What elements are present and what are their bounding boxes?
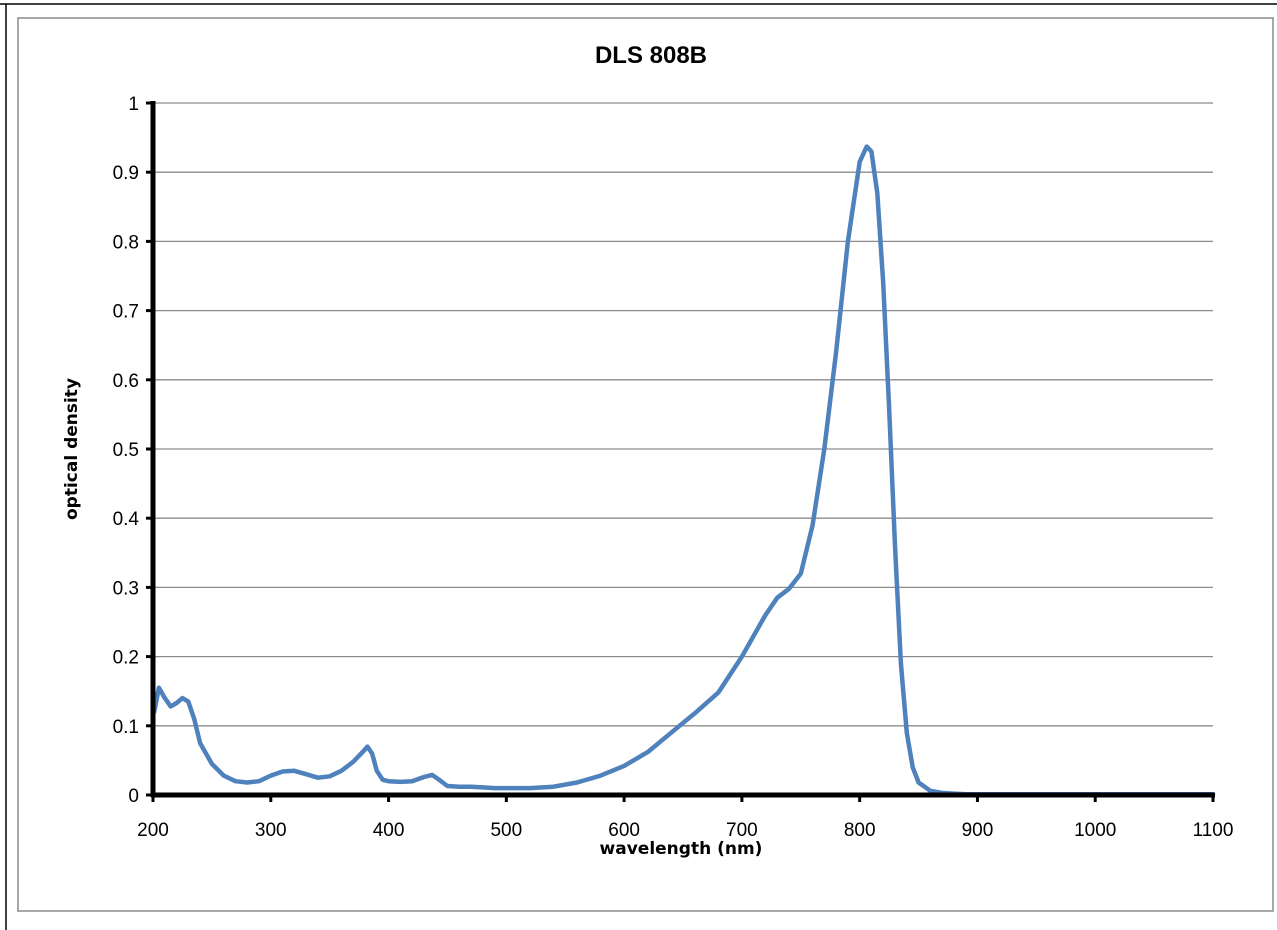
axes [146, 101, 1215, 802]
x-axis-label: wavelength (nm) [600, 839, 763, 859]
x-tick-label: 500 [490, 820, 522, 841]
x-tick-label: 800 [844, 820, 876, 841]
y-tick-label: 0.8 [113, 232, 139, 253]
x-tick-label: 400 [373, 820, 405, 841]
x-tick-label: 900 [962, 820, 994, 841]
y-tick-label: 0.4 [113, 509, 140, 530]
y-tick-label: 0.2 [113, 648, 139, 669]
y-tick-label: 0 [128, 786, 139, 807]
y-tick-label: 0.1 [113, 717, 139, 738]
x-tick-label: 200 [137, 820, 169, 841]
y-tick-label: 1 [128, 94, 139, 115]
x-tick-label: 300 [255, 820, 287, 841]
x-tick-label: 1000 [1074, 820, 1116, 841]
y-tick-label: 0.3 [113, 578, 139, 599]
x-tick-label: 1100 [1193, 820, 1234, 841]
series-line [151, 144, 1216, 797]
y-tick-label: 0.5 [113, 440, 139, 461]
chart-title: DLS 808B [595, 42, 707, 69]
y-tick-labels: 0 0.1 0.2 0.3 0.4 0.5 0.6 0.7 0.8 0.9 1 [113, 94, 140, 807]
chart-area-border [17, 17, 1274, 912]
y-tick-label: 0.6 [113, 371, 139, 392]
series-layer [151, 144, 1216, 797]
y-tick-label: 0.9 [113, 163, 139, 184]
x-tick-label: 600 [608, 820, 640, 841]
x-tick-labels: 200 300 400 500 600 700 800 900 1000 1100 [137, 820, 1233, 841]
x-tick-label: 700 [726, 820, 758, 841]
y-tick-label: 0.7 [113, 302, 139, 323]
gridlines [153, 102, 1213, 727]
y-axis-label: optical density [62, 378, 82, 520]
